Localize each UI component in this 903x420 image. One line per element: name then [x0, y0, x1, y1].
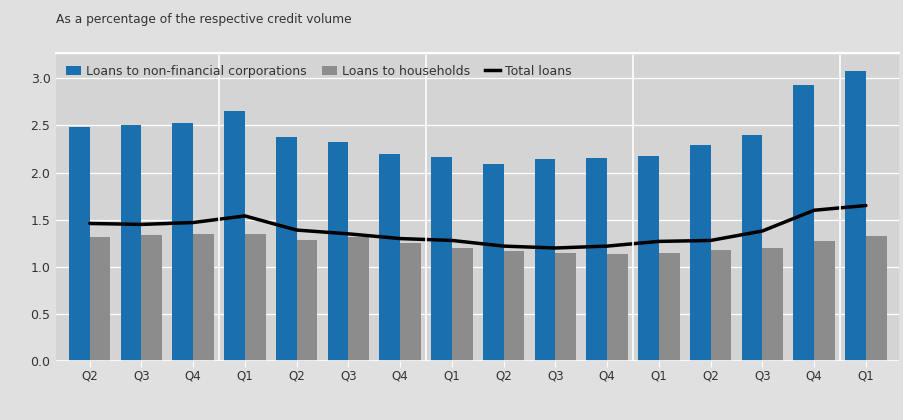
Bar [245, 234, 265, 361]
Bar [431, 158, 452, 361]
Bar [348, 237, 368, 361]
Bar [275, 136, 296, 361]
Text: As a percentage of the respective credit volume: As a percentage of the respective credit… [56, 13, 351, 26]
Bar [710, 250, 731, 361]
Bar [328, 142, 348, 361]
Bar [844, 71, 865, 361]
Bar [121, 125, 141, 361]
Bar [586, 158, 607, 361]
Bar [814, 241, 833, 361]
Bar [740, 135, 761, 361]
Bar [482, 164, 503, 361]
Bar [865, 236, 886, 361]
Bar [400, 243, 421, 361]
Bar [761, 248, 782, 361]
Bar [224, 111, 245, 361]
Bar [379, 154, 400, 361]
Bar [607, 254, 627, 361]
Bar [69, 127, 89, 361]
Bar [141, 235, 162, 361]
Legend: Loans to non-financial corporations, Loans to households, Total loans: Loans to non-financial corporations, Loa… [62, 61, 574, 81]
Bar [193, 234, 214, 361]
Bar [554, 253, 575, 361]
Bar [689, 145, 710, 361]
Bar [658, 253, 679, 361]
Bar [638, 157, 658, 361]
Bar [452, 248, 472, 361]
Bar [296, 240, 317, 361]
Bar [534, 159, 554, 361]
Bar [793, 85, 814, 361]
Bar [89, 237, 110, 361]
Bar [172, 123, 193, 361]
Bar [503, 251, 524, 361]
